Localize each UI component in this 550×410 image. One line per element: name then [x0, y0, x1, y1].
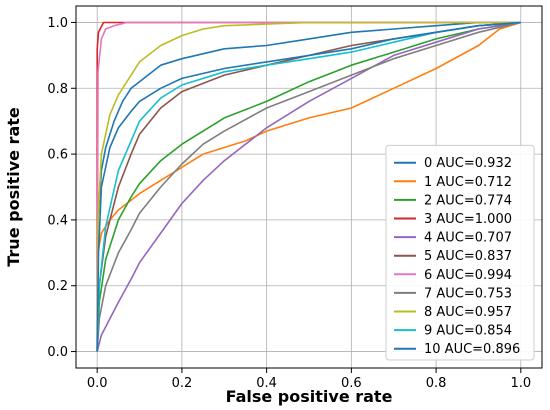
x-axis-label: False positive rate	[226, 387, 393, 406]
x-tick-label: 0.4	[256, 376, 277, 391]
roc-curve-1	[96, 21, 522, 352]
plot-frame	[75, 5, 543, 369]
y-tick-label: 0.4	[47, 213, 68, 228]
legend-label: 8 AUC=0.957	[424, 305, 512, 320]
y-tick-label: 0.0	[47, 345, 68, 360]
roc-curve-6	[96, 21, 521, 352]
roc-curve-2	[96, 21, 521, 352]
legend-label: 0 AUC=0.932	[424, 156, 512, 171]
y-axis-ticks: 0.0 0.2 0.4 0.6 0.8 1.0	[47, 16, 76, 360]
roc-curve-4	[96, 21, 521, 352]
legend-label: 5 AUC=0.837	[424, 249, 512, 264]
x-tick-label: 0.0	[87, 376, 108, 391]
legend-label: 2 AUC=0.774	[424, 193, 512, 208]
legend-label: 10 AUC=0.896	[424, 342, 520, 357]
roc-curve-10	[96, 21, 521, 352]
legend-label: 9 AUC=0.854	[424, 324, 512, 339]
x-tick-label: 0.2	[172, 376, 193, 391]
legend-label: 4 AUC=0.707	[424, 231, 512, 246]
legend-label: 7 AUC=0.753	[424, 286, 512, 301]
legend-label: 6 AUC=0.994	[424, 268, 512, 283]
roc-curve-8	[96, 21, 521, 352]
y-tick-label: 0.2	[47, 279, 68, 294]
y-axis-label: True positive rate	[4, 107, 23, 267]
x-tick-label: 1.0	[510, 376, 531, 391]
y-tick-label: 0.6	[47, 148, 68, 163]
roc-curve-7	[96, 21, 521, 352]
roc-curve-0	[96, 21, 521, 352]
roc-curve-9	[96, 21, 521, 352]
x-tick-label: 0.6	[341, 376, 362, 391]
legend-label: 1 AUC=0.712	[424, 175, 512, 190]
roc-curves	[96, 21, 522, 352]
x-axis-ticks: 0.0 0.2 0.4 0.6 0.8 1.0	[87, 368, 531, 391]
legend: 0 AUC=0.932 1 AUC=0.712 2 AUC=0.774 3 AUC=1…	[385, 144, 535, 361]
legend-label: 3 AUC=1.000	[424, 212, 512, 227]
x-tick-label: 0.8	[426, 376, 447, 391]
y-tick-label: 0.8	[47, 82, 68, 97]
legend-box	[385, 144, 535, 361]
y-tick-label: 1.0	[47, 16, 68, 31]
